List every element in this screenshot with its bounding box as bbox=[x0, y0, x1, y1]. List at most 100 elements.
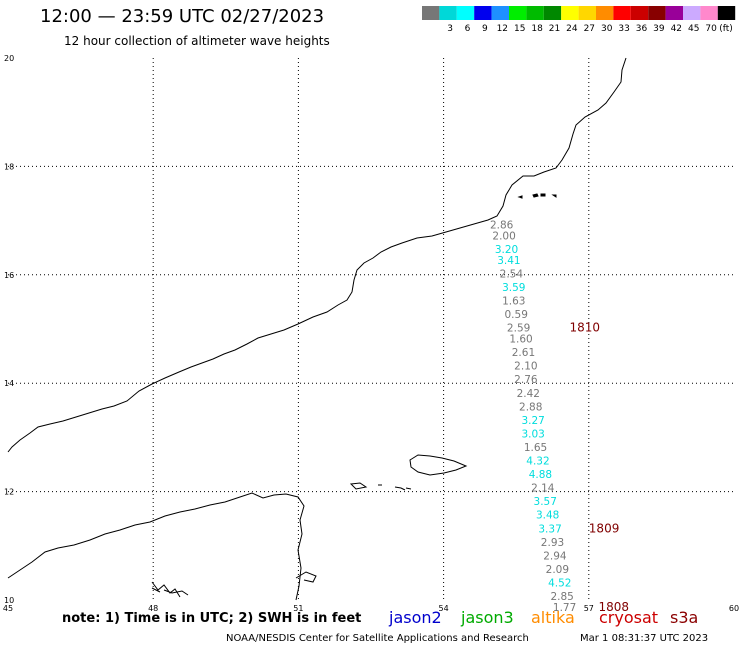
lon-tick-label: 51 bbox=[293, 604, 303, 613]
colorbar-swatch bbox=[665, 6, 683, 20]
colorbar-swatch bbox=[613, 6, 631, 20]
wave-height-value: 1.65 bbox=[524, 442, 547, 454]
lat-tick-label: 10 bbox=[4, 596, 14, 605]
wave-height-value: 2.86 bbox=[490, 220, 514, 232]
ras-hafun bbox=[295, 571, 317, 583]
wave-height-value: 2.85 bbox=[550, 591, 573, 603]
colorbar-swatch bbox=[526, 6, 544, 20]
lat-tick-label: 12 bbox=[4, 488, 14, 497]
satellite-legend-cryosat: cryosat bbox=[599, 608, 659, 627]
colorbar-label: 36 bbox=[636, 24, 648, 34]
colorbar-swatch bbox=[439, 6, 457, 20]
colorbar-unit: (ft) bbox=[719, 24, 733, 34]
lat-tick-label: 18 bbox=[4, 162, 14, 171]
wave-height-value: 2.10 bbox=[514, 361, 537, 373]
kuria-muria-islands bbox=[517, 193, 557, 199]
footer-note: note: 1) Time is in UTC; 2) SWH is in fe… bbox=[62, 611, 362, 626]
colorbar-swatch bbox=[509, 6, 527, 20]
wave-height-value: 3.59 bbox=[502, 282, 525, 294]
pass-time-labels: 1810 1809 1808 bbox=[569, 321, 629, 614]
satellite-legend-s3a: s3a bbox=[670, 608, 699, 627]
wave-height-value: 3.57 bbox=[534, 496, 557, 508]
abd-al-kuri-islands bbox=[349, 482, 412, 491]
lon-tick-label: 45 bbox=[3, 604, 13, 613]
lat-tick-label: 16 bbox=[4, 271, 14, 280]
colorbar-swatch bbox=[543, 6, 562, 20]
colorbar-swatch bbox=[630, 6, 649, 20]
wave-height-value: 2.76 bbox=[514, 374, 538, 386]
wave-height-value: 1.63 bbox=[502, 296, 525, 308]
colorbar-label: 3 bbox=[447, 24, 453, 34]
credit-line: NOAA/NESDIS Center for Satellite Applica… bbox=[226, 633, 529, 644]
colorbar-swatch bbox=[474, 6, 492, 20]
somalia-coastline bbox=[7, 492, 305, 601]
colorbar-label: 15 bbox=[514, 24, 525, 34]
graticule bbox=[8, 58, 734, 600]
wave-height-value: 3.03 bbox=[521, 428, 544, 440]
satellite-legend-altika: altika bbox=[531, 608, 575, 627]
colorbar-label: 45 bbox=[688, 24, 699, 34]
lon-tick-label: 48 bbox=[148, 604, 158, 613]
chart-subtitle: 12 hour collection of altimeter wave hei… bbox=[64, 34, 330, 48]
wave-height-value: 4.88 bbox=[529, 469, 552, 481]
colorbar-swatch bbox=[596, 6, 614, 20]
lon-tick-label: 54 bbox=[439, 604, 449, 613]
wave-height-value: 2.61 bbox=[512, 347, 535, 359]
wave-height-value: 1.60 bbox=[509, 334, 532, 346]
colorbar-swatch bbox=[717, 6, 736, 20]
colorbar-swatch bbox=[456, 6, 475, 20]
satellite-legend-jason2: jason2 bbox=[389, 608, 442, 627]
lat-tick-label: 14 bbox=[4, 379, 14, 388]
wave-height-value: 2.42 bbox=[517, 388, 540, 400]
wave-height-value: 2.59 bbox=[507, 323, 530, 335]
wave-height-value: 2.88 bbox=[519, 401, 542, 413]
colorbar-label: 24 bbox=[566, 24, 578, 34]
coastline-layer bbox=[7, 57, 627, 601]
colorbar-swatch bbox=[422, 6, 440, 20]
lat-tick-label: 20 bbox=[4, 54, 14, 63]
wave-height-value: 4.32 bbox=[526, 456, 549, 468]
wave-height-value: 3.48 bbox=[536, 510, 559, 522]
wave-height-value: 2.14 bbox=[531, 483, 555, 495]
wave-height-value: 3.20 bbox=[495, 244, 518, 256]
coastal-marks bbox=[151, 581, 189, 598]
pass-time-label: 1809 bbox=[589, 521, 620, 535]
pass-time-label: 1808 bbox=[598, 600, 629, 614]
colorbar-label: 39 bbox=[653, 24, 665, 34]
wave-height-value: 2.09 bbox=[546, 564, 569, 576]
colorbar-label: 21 bbox=[549, 24, 560, 34]
wave-height-value: 2.94 bbox=[543, 550, 567, 562]
wave-height-value: 3.37 bbox=[538, 523, 561, 535]
generated-timestamp: Mar 1 08:31:37 UTC 2023 bbox=[580, 633, 709, 644]
colorbar-label: 30 bbox=[601, 24, 613, 34]
colorbar-swatch bbox=[561, 6, 579, 20]
arabian-coastline bbox=[7, 57, 627, 453]
colorbar-label: 27 bbox=[584, 24, 595, 34]
colorbar-swatch bbox=[648, 6, 666, 20]
colorbar-label: 12 bbox=[497, 24, 508, 34]
colorbar-swatch bbox=[578, 6, 596, 20]
colorbar-swatch bbox=[700, 6, 718, 20]
colorbar-swatch bbox=[683, 6, 701, 20]
pass-time-label: 1810 bbox=[569, 321, 600, 335]
wave-height-value: 4.52 bbox=[548, 577, 571, 589]
colorbar-label: 33 bbox=[618, 24, 629, 34]
lon-tick-label: 60 bbox=[729, 604, 739, 613]
colorbar-label: 18 bbox=[531, 24, 543, 34]
color-scale-legend: 3 6 9 12 15 18 21 24 27 30 33 36 39 42 45 70 (ft) bbox=[422, 6, 736, 34]
satellite-legend-jason3: jason3 bbox=[461, 608, 514, 627]
wave-height-value: 2.54 bbox=[500, 269, 524, 281]
socotra-island bbox=[409, 454, 468, 476]
chart-title: 12:00 — 23:59 UTC 02/27/2023 bbox=[40, 6, 325, 27]
colorbar-label: 6 bbox=[465, 24, 471, 34]
wave-height-value: 0.59 bbox=[505, 309, 528, 321]
wave-height-observations: 2.862.003.203.41 2.543.59 1.630.59 2.591.60… bbox=[490, 220, 576, 614]
map-frame bbox=[8, 58, 734, 600]
wave-height-value: 2.00 bbox=[492, 231, 515, 243]
wave-height-value: 2.93 bbox=[541, 537, 564, 549]
wave-height-value: 3.41 bbox=[497, 255, 520, 267]
lon-tick-label: 57 bbox=[584, 604, 594, 613]
colorbar-swatch bbox=[491, 6, 509, 20]
axis-tick-labels: 45 48 51 54 57 60 10 12 14 16 18 20 bbox=[3, 54, 739, 613]
